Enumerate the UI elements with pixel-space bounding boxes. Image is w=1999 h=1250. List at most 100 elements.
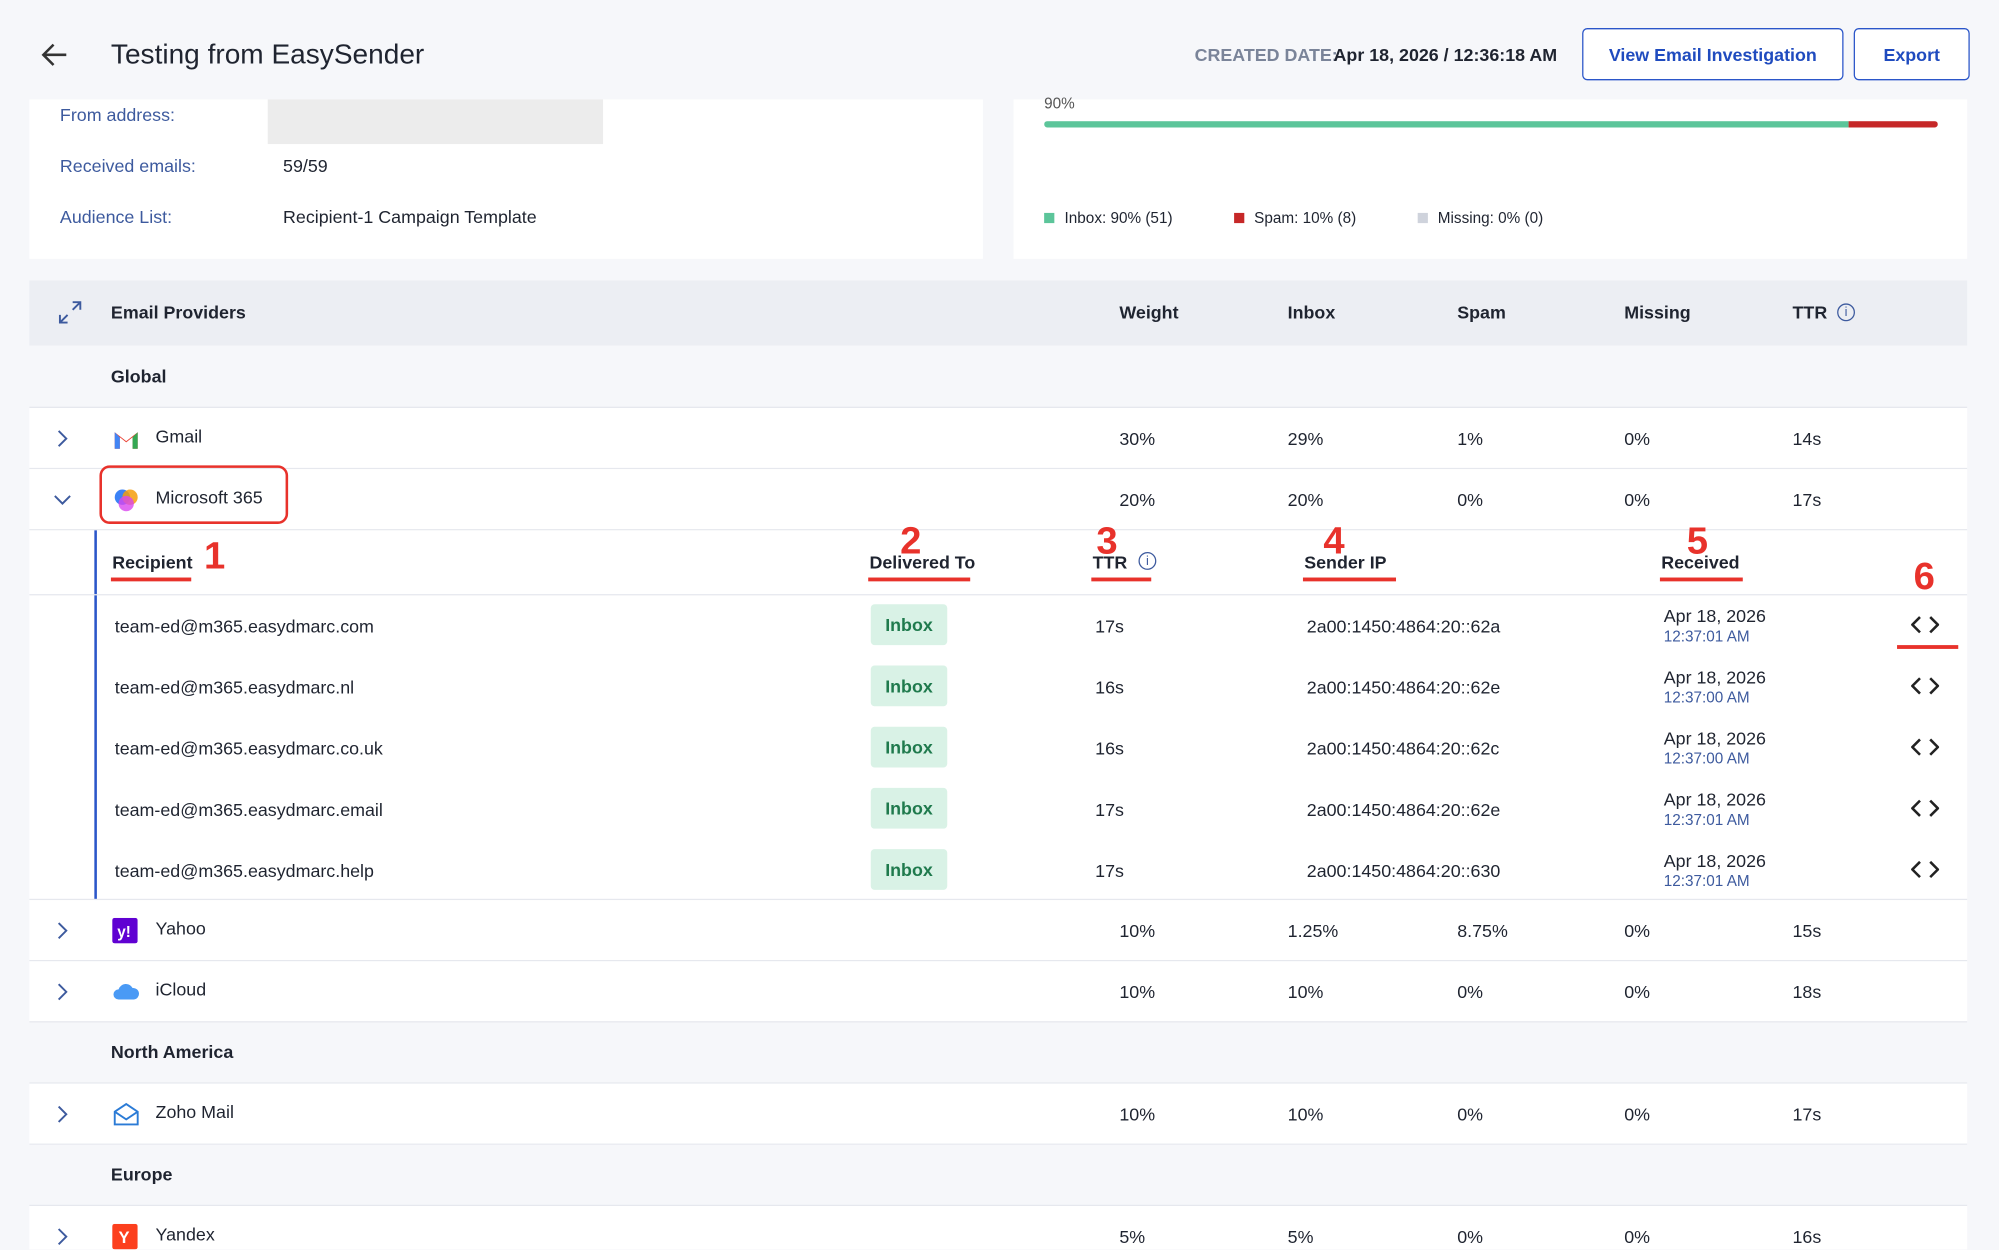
provider-row[interactable] <box>29 1083 1968 1145</box>
detail-header: Recipient <box>112 552 193 573</box>
view-source-button[interactable] <box>1910 677 1940 701</box>
annotation-underline <box>110 577 192 582</box>
annotation-number: 3 <box>1096 520 1118 563</box>
provider-row[interactable] <box>29 961 1968 1023</box>
highlight-box <box>99 465 289 524</box>
annotation-number: 1 <box>203 535 226 578</box>
provider-cell: 0% <box>1624 920 1651 941</box>
detail-ttr: 17s <box>1095 799 1124 820</box>
provider-row[interactable] <box>29 900 1968 962</box>
recipient: team-ed@m365.easydmarc.email <box>114 799 383 820</box>
created-label: CREATED DATE: <box>1194 44 1338 66</box>
provider-cell: 0% <box>1457 981 1484 1003</box>
provider-cell: 10% <box>1119 981 1156 1003</box>
column-header: Missing <box>1624 302 1691 323</box>
status-badge: Inbox <box>870 665 948 707</box>
provider-icon <box>112 978 140 1006</box>
annotation-number: 4 <box>1323 520 1345 563</box>
received-time: 12:37:01 AM <box>1663 872 1750 890</box>
detail-header: Sender IP <box>1304 552 1387 573</box>
recipient: team-ed@m365.easydmarc.nl <box>114 676 355 698</box>
status-badge: Inbox <box>870 604 948 646</box>
column-header: Weight <box>1119 302 1179 323</box>
created-value: Apr 18, 2026 / 12:36:18 AM <box>1333 44 1558 66</box>
provider-cell: 0% <box>1624 489 1651 510</box>
chevron[interactable] <box>54 922 72 946</box>
provider-row[interactable] <box>29 1206 1968 1250</box>
view-source-button[interactable] <box>1910 738 1940 762</box>
provider-name: Yahoo <box>155 917 206 939</box>
bar-inbox <box>1044 121 1849 128</box>
annotation-number: 5 <box>1686 520 1708 563</box>
annotation-number: 6 <box>1913 555 1935 598</box>
provider-name: Zoho Mail <box>155 1101 234 1122</box>
provider-cell: 5% <box>1287 1226 1314 1247</box>
export-button[interactable]: Export <box>1853 28 1970 81</box>
chevron[interactable] <box>54 1228 72 1250</box>
chevron[interactable] <box>54 491 72 515</box>
provider-name: Microsoft 365 <box>155 487 263 508</box>
provider-cell: 29% <box>1287 428 1324 449</box>
progress-legend: Inbox: 90% (51) Spam: 10% (8) Missing: 0% … <box>1044 209 1543 227</box>
group-row <box>29 1022 1968 1084</box>
legend-item: Inbox: 90% (51) <box>1044 209 1173 227</box>
provider-row[interactable] <box>29 407 1968 470</box>
column-header: Email Providers <box>110 302 246 323</box>
view-source-button[interactable] <box>1910 799 1940 823</box>
providers-table: Email Providers Weight Inbox Spam Missing TTR… <box>29 280 1968 1250</box>
back-button[interactable] <box>41 41 69 69</box>
provider-name: Yandex <box>155 1223 215 1245</box>
row-divider <box>29 898 1968 901</box>
chevron[interactable] <box>54 1105 72 1129</box>
received-value: 59/59 <box>283 155 328 176</box>
legend-text: Spam: 10% (8) <box>1254 209 1357 227</box>
view-source-button[interactable] <box>1910 616 1940 640</box>
provider-cell: 10% <box>1287 981 1324 1003</box>
sender-ip: 2a00:1450:4864:20::62c <box>1306 738 1500 759</box>
legend-text: Missing: 0% (0) <box>1437 209 1544 227</box>
legend-swatch <box>1417 212 1428 224</box>
received-date: Apr 18, 2026 <box>1663 727 1766 749</box>
chevron[interactable] <box>54 983 72 1007</box>
provider-row[interactable] <box>29 469 1968 531</box>
detail-ttr: 17s <box>1095 860 1124 881</box>
provider-cell: 10% <box>1119 920 1156 941</box>
provider-icon: Y <box>112 1223 140 1250</box>
annotation-underline <box>1091 577 1152 582</box>
provider-cell: 0% <box>1624 1104 1651 1125</box>
provider-cell: 8.75% <box>1457 920 1508 941</box>
annotation-underline <box>1897 645 1959 649</box>
detail-header: TTR <box>1092 552 1128 573</box>
provider-cell: 18s <box>1792 981 1822 1003</box>
info-icon: i <box>1837 303 1855 322</box>
chevron[interactable] <box>54 430 72 454</box>
recipient: team-ed@m365.easydmarc.com <box>114 615 374 637</box>
provider-cell: 0% <box>1457 1104 1484 1125</box>
provider-cell: 5% <box>1119 1226 1146 1247</box>
sender-ip: 2a00:1450:4864:20::630 <box>1306 860 1501 881</box>
expand-icon[interactable] <box>56 298 84 326</box>
provider-icon <box>112 425 140 453</box>
provider-icon <box>112 1100 140 1128</box>
view-investigation-button[interactable]: View Email Investigation <box>1582 28 1844 81</box>
provider-cell: 15s <box>1792 920 1822 941</box>
received-time: 12:37:00 AM <box>1663 749 1750 768</box>
provider-icon: y! <box>112 917 140 945</box>
info-icon: i <box>1138 552 1157 570</box>
audience-label: Audience List: <box>59 206 173 227</box>
group-name: Europe <box>110 1163 173 1185</box>
provider-cell: 17s <box>1792 489 1822 510</box>
legend-item: Missing: 0% (0) <box>1417 209 1543 227</box>
received-date: Apr 18, 2026 <box>1663 789 1766 810</box>
row-divider <box>29 1021 1968 1023</box>
provider-cell: 1% <box>1457 428 1484 449</box>
view-source-button[interactable] <box>1910 860 1940 885</box>
group-name: North America <box>110 1041 234 1062</box>
row-divider <box>29 467 1968 470</box>
detail-header: Delivered To <box>869 552 976 573</box>
bar-spam <box>1848 121 1938 128</box>
provider-cell: 0% <box>1624 981 1651 1003</box>
column-header: TTR <box>1792 302 1828 323</box>
row-divider <box>29 959 1968 962</box>
provider-name: Gmail <box>155 425 203 447</box>
